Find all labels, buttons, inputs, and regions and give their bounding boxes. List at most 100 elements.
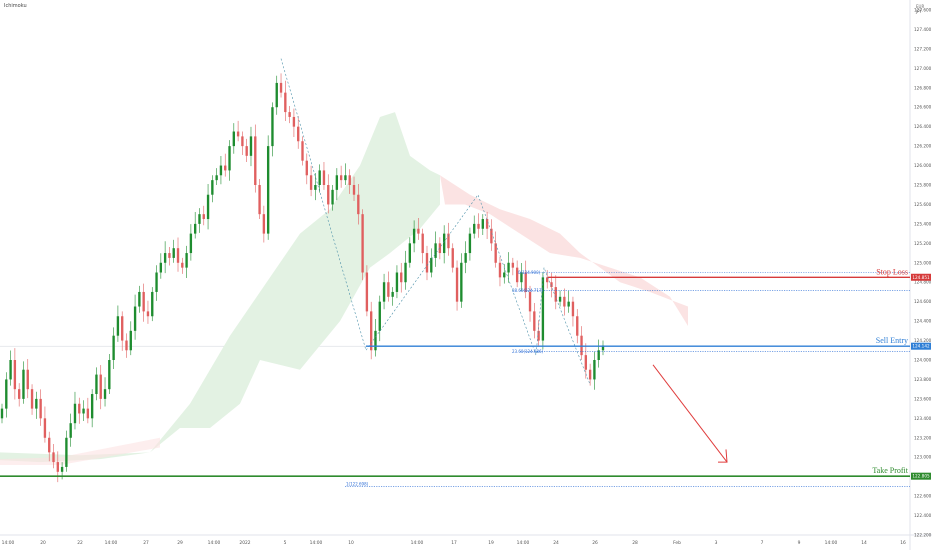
y-tick-label: 126.000 bbox=[914, 163, 932, 168]
candle-body bbox=[189, 233, 193, 254]
candle-body bbox=[86, 408, 90, 419]
y-tick-label: 122.200 bbox=[914, 533, 932, 538]
candle-body bbox=[172, 248, 175, 258]
candle-body bbox=[103, 389, 107, 399]
x-tick-label: 29 bbox=[177, 540, 183, 546]
candle-body bbox=[541, 277, 545, 341]
stop-loss-price-badge-text: 124.851 bbox=[912, 275, 930, 280]
candle-body bbox=[442, 233, 446, 254]
candle-body bbox=[335, 175, 339, 190]
candle-body bbox=[211, 180, 214, 195]
sell-entry-label: Sell Entry bbox=[876, 336, 908, 345]
candle-body bbox=[391, 291, 394, 297]
candle-body bbox=[288, 112, 291, 117]
x-tick-label: 17 bbox=[451, 540, 457, 546]
candle-body bbox=[116, 316, 120, 336]
candle-body bbox=[43, 418, 47, 438]
candle-body bbox=[125, 340, 128, 351]
candle-body bbox=[48, 437, 51, 453]
candle-body bbox=[99, 374, 102, 399]
fib-label-low: 23.60(124.086) bbox=[512, 349, 544, 354]
y-tick-label: 125.000 bbox=[914, 260, 932, 265]
candle-body bbox=[464, 253, 467, 263]
candle-body bbox=[378, 301, 381, 331]
candle-body bbox=[331, 189, 334, 205]
candle-body bbox=[133, 306, 137, 331]
candle-body bbox=[528, 291, 532, 312]
ichimoku-cloud-bullish bbox=[0, 112, 440, 463]
candle-body bbox=[434, 243, 437, 258]
candle-body bbox=[374, 330, 377, 351]
candle-body bbox=[533, 311, 536, 331]
candle-body bbox=[490, 228, 493, 244]
candle-body bbox=[395, 272, 399, 292]
x-tick-label: 9 bbox=[798, 540, 801, 546]
candle-body bbox=[181, 262, 184, 268]
candle-body bbox=[245, 146, 248, 156]
y-tick-label: 124.200 bbox=[914, 338, 932, 343]
candle-body bbox=[9, 360, 12, 380]
candle-body bbox=[571, 301, 575, 317]
candle-body bbox=[481, 219, 484, 229]
candle-body bbox=[142, 291, 145, 312]
x-tick-label: 14:00 bbox=[517, 540, 530, 546]
sell-entry-price-badge-text: 124.142 bbox=[912, 344, 930, 349]
candle-body bbox=[26, 369, 29, 390]
candle-body bbox=[279, 82, 283, 93]
x-tick-label: 5 bbox=[284, 540, 287, 546]
candle-body bbox=[129, 330, 132, 351]
candle-body bbox=[546, 277, 549, 283]
candle-body bbox=[387, 282, 390, 297]
candle-body bbox=[163, 253, 167, 263]
candle-body bbox=[473, 223, 476, 234]
x-tick-label: 2022 bbox=[239, 540, 250, 546]
x-tick-label: 14:00 bbox=[105, 540, 118, 546]
x-tick-label: 19 bbox=[488, 540, 494, 546]
candle-body bbox=[151, 291, 154, 317]
candle-body bbox=[78, 403, 81, 414]
candle-body bbox=[52, 452, 55, 463]
projection-arrow-shaft bbox=[652, 364, 728, 463]
candle-body bbox=[498, 262, 502, 278]
y-tick-label: 125.400 bbox=[914, 221, 932, 226]
y-tick-label: 126.400 bbox=[914, 124, 932, 129]
candle-body bbox=[73, 403, 77, 424]
candle-body bbox=[219, 165, 223, 176]
fib-label-mid: 38.60(124.717) bbox=[512, 288, 544, 293]
candle-body bbox=[460, 262, 463, 302]
candle-body bbox=[121, 316, 124, 341]
candle-body bbox=[430, 257, 433, 273]
y-tick-label: 127.600 bbox=[914, 8, 932, 13]
y-tick-label: 123.200 bbox=[914, 435, 932, 440]
candle-body bbox=[301, 141, 304, 161]
candle-body bbox=[176, 248, 180, 263]
candle-body bbox=[60, 466, 64, 472]
y-tick-label: 122.600 bbox=[914, 494, 932, 499]
candle-body bbox=[271, 107, 274, 147]
x-tick-label: 16 bbox=[900, 540, 906, 546]
candle-body bbox=[297, 126, 300, 142]
y-tick-label: 125.800 bbox=[914, 183, 932, 188]
candle-body bbox=[554, 287, 557, 302]
candle-body bbox=[567, 301, 570, 307]
harmonic-pattern-line bbox=[280, 58, 591, 385]
candle-body bbox=[494, 243, 497, 263]
candle-body bbox=[511, 262, 515, 268]
candle-body bbox=[95, 374, 98, 395]
x-tick-label: 27 bbox=[143, 540, 149, 546]
candle-body bbox=[65, 437, 68, 467]
symbol-quote: JPY bbox=[916, 9, 922, 14]
x-tick-label: 14:00 bbox=[208, 540, 221, 546]
candle-body bbox=[202, 214, 205, 220]
candle-body bbox=[82, 408, 85, 414]
x-tick-label: 7 bbox=[761, 540, 764, 546]
candle-body bbox=[314, 185, 317, 190]
candle-body bbox=[400, 272, 403, 283]
candle-body bbox=[232, 131, 235, 147]
candle-body bbox=[563, 296, 566, 307]
candle-body bbox=[22, 369, 25, 399]
candle-body bbox=[206, 194, 210, 220]
fib-label-top: 0(124.900) bbox=[518, 270, 541, 275]
